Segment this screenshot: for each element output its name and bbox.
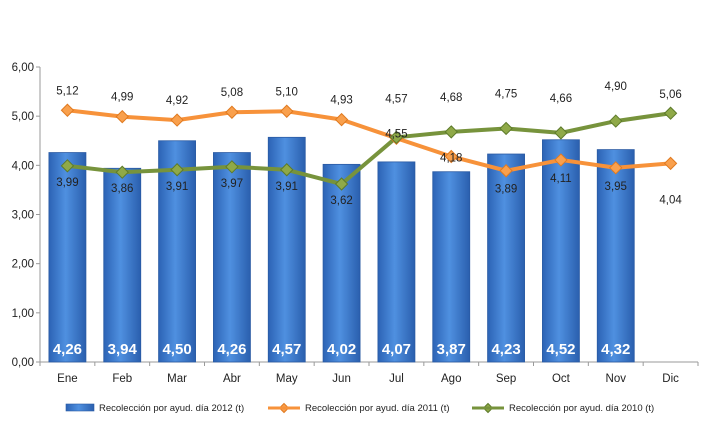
bar-value-label: 4,26	[53, 341, 82, 358]
bar-2012	[487, 153, 525, 363]
line-2010-value-label: 3,62	[330, 195, 352, 207]
marker-2011	[554, 153, 568, 167]
line-2011-value-label: 5,08	[221, 87, 243, 99]
x-tick-label: Ene	[57, 373, 77, 385]
y-tick-label: 1,00	[12, 308, 34, 320]
bar-value-label: 4,52	[546, 341, 575, 358]
marker-2010	[609, 114, 623, 128]
y-tick-label: 0,00	[12, 357, 34, 369]
bar-value-label: 3,87	[437, 341, 466, 358]
y-tick-label: 2,00	[12, 259, 34, 271]
x-tick-label: Feb	[112, 373, 132, 385]
line-2010-value-label: 3,99	[56, 177, 78, 189]
x-tick-label: May	[276, 373, 298, 385]
x-tick-label: Jun	[332, 373, 351, 385]
marker-2010	[280, 163, 294, 177]
y-tick-label: 6,00	[12, 62, 34, 74]
bar-value-label: 4,50	[162, 341, 191, 358]
bar-2012	[596, 149, 635, 363]
bar-2012	[432, 171, 471, 363]
line-layer	[60, 103, 678, 414]
bar-value-label: 4,23	[491, 341, 520, 358]
marker-2010	[444, 125, 458, 139]
bar-layer	[48, 136, 635, 363]
line-2010-value-label: 3,91	[276, 181, 298, 193]
bar-2012	[377, 161, 416, 363]
marker-2010	[170, 163, 184, 177]
bar-value-label: 3,94	[108, 341, 138, 358]
bar-2012	[158, 140, 196, 363]
line-2011-value-label: 4,11	[550, 173, 572, 185]
line-2011-value-label: 4,93	[330, 95, 352, 107]
x-tick-label: Ago	[441, 373, 461, 385]
line-2010-value-label: 3,97	[221, 178, 243, 190]
bar-2012	[542, 139, 580, 363]
marker-2011	[444, 149, 458, 164]
bar-value-label: 4,07	[382, 341, 411, 358]
line-2010-value-label: 4,90	[605, 81, 627, 93]
marker-2011	[60, 103, 75, 117]
x-tick-label: Abr	[223, 373, 241, 385]
marker-2011	[663, 156, 678, 171]
line-2010-value-label: 3,86	[111, 183, 133, 195]
line-2011-value-label: 3,89	[495, 184, 517, 196]
bar-value-label: 4,32	[601, 341, 630, 358]
label-layer: 4,26 3,94 4,50 4,26 4,57 4,02 4,07 3,87 4,23 4,52…	[53, 81, 683, 358]
x-tick-label: Dic	[662, 373, 679, 385]
line-2011-value-label: 3,95	[605, 181, 627, 193]
legend: Recolección por ayud. día 2012 (t) Recole…	[65, 403, 654, 414]
line-2010	[65, 111, 673, 187]
line-2011-value-label: 4,18	[440, 152, 462, 164]
axis-layer: 0,00 1,00 2,00 3,00 4,00 5,00 6,00 Ene Feb Mar Abr…	[12, 62, 699, 385]
legend-label-2012: Recolección por ayud. día 2012 (t)	[99, 403, 244, 414]
bar-2012	[48, 152, 87, 363]
marker-2010	[115, 165, 129, 179]
marker-2010	[225, 160, 239, 174]
legend-swatch-2012	[65, 403, 95, 412]
marker-2011	[334, 112, 349, 127]
marker-2010	[499, 121, 513, 136]
x-tick-label: Jul	[389, 373, 404, 385]
x-tick-label: Nov	[606, 373, 627, 385]
line-2011-value-label: 5,10	[276, 86, 298, 98]
bar-2012	[103, 167, 142, 363]
marker-2011	[609, 161, 623, 175]
marker-2011	[115, 109, 129, 124]
line-2011-value-label: 5,12	[56, 85, 78, 97]
line-2011-value-label: 4,92	[166, 95, 188, 107]
y-tick-label: 3,00	[12, 210, 34, 222]
bar-2012	[322, 163, 361, 363]
marker-2010	[663, 106, 678, 120]
marker-2010	[389, 130, 404, 145]
marker-2011	[225, 105, 239, 119]
line-2011-value-label: 4,99	[111, 92, 133, 104]
x-tick-label: Mar	[167, 373, 187, 385]
marker-2011	[499, 164, 513, 178]
line-2010-value-label: 5,06	[659, 89, 681, 101]
line-2010-value-label: 4,75	[495, 88, 517, 100]
marker-2011	[280, 104, 294, 118]
legend-label-2010: Recolección por ayud. día 2010 (t)	[509, 403, 654, 414]
x-tick-label: Oct	[552, 373, 571, 385]
bar-value-label: 4,57	[272, 341, 301, 358]
line-2011-value-label: 4,04	[659, 194, 682, 206]
line-2010-value-label: 4,68	[440, 92, 462, 104]
bar-value-label: 4,26	[217, 341, 246, 358]
y-tick-label: 4,00	[12, 160, 34, 172]
y-tick-label: 5,00	[12, 111, 34, 123]
marker-2010	[60, 159, 75, 173]
bar-2012	[213, 152, 251, 363]
line-2010-value-label: 4,57	[385, 93, 407, 105]
x-tick-label: Sep	[496, 373, 516, 385]
bar-value-label: 4,02	[327, 341, 356, 358]
line-2011-value-label: 4,55	[385, 128, 407, 140]
line-2010-value-label: 4,66	[550, 93, 572, 105]
line-2011	[65, 108, 673, 173]
legend-label-2011: Recolección por ayud. día 2011 (t)	[305, 403, 450, 414]
marker-2011	[170, 113, 184, 127]
line-2010-value-label: 3,91	[166, 181, 188, 193]
marker-2010	[554, 126, 568, 140]
marker-2010	[334, 177, 349, 191]
